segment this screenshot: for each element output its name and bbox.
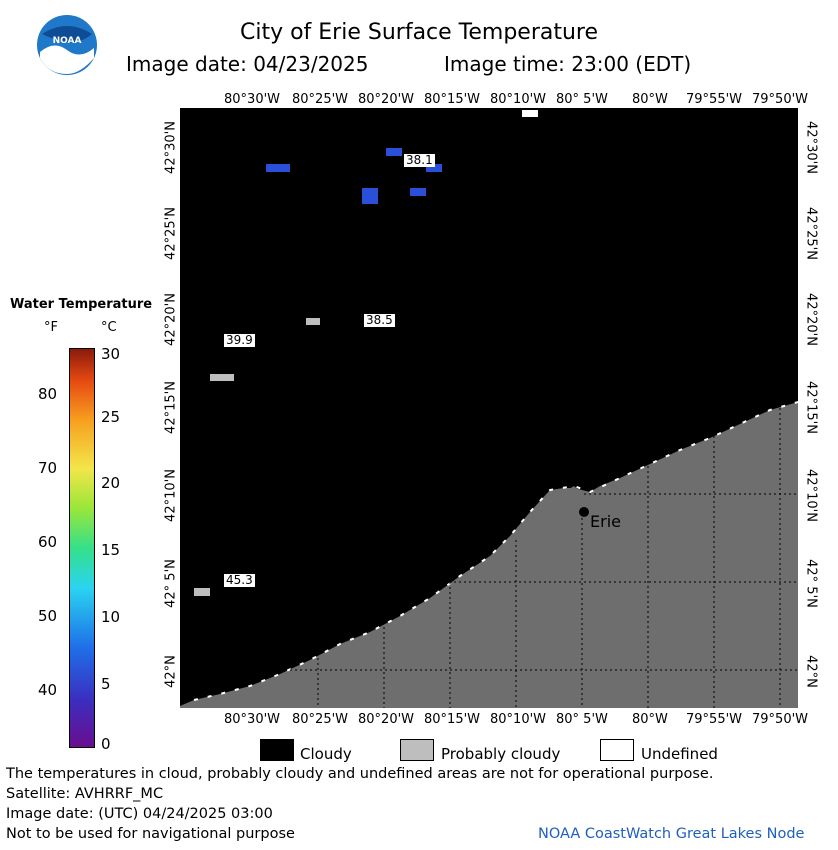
image-date: Image date: 04/23/2025	[126, 52, 369, 76]
lat-tick-right: 42°30'N	[803, 121, 819, 174]
lat-tick-left: 42°N	[163, 655, 179, 688]
lon-tick-bottom: 80°W	[632, 712, 668, 727]
lat-tick-left: 42° 5'N	[163, 559, 179, 608]
colorbar-unit-f: °F	[44, 320, 58, 335]
temp-label: 38.5	[364, 313, 395, 327]
temp-label: 45.3	[224, 573, 255, 587]
lon-tick-top: 79°55'W	[686, 92, 743, 107]
colorbar-f-tick: 50	[38, 607, 58, 625]
shoreline-undefined-edge	[193, 401, 798, 701]
lon-tick-bottom: 80°30'W	[224, 712, 281, 727]
key-probably-cloudy-swatch	[400, 739, 434, 761]
navigation-warning: Not to be used for navigational purpose	[6, 826, 295, 842]
water-pixel	[386, 148, 402, 156]
lat-tick-right: 42°20'N	[803, 293, 819, 346]
colorbar-f-tick: 70	[38, 459, 58, 477]
lon-tick-top: 80°15'W	[424, 92, 481, 107]
lon-tick-bottom: 79°55'W	[686, 712, 743, 727]
lon-tick-top: 80°25'W	[292, 92, 349, 107]
probably-cloudy-pixel	[210, 374, 234, 381]
lon-tick-top: 79°50'W	[752, 92, 809, 107]
water-pixel	[266, 164, 290, 172]
lon-tick-bottom: 80°25'W	[292, 712, 349, 727]
lon-tick-top: 80°W	[632, 92, 668, 107]
water-pixel	[410, 188, 426, 196]
lon-tick-top: 80°10'W	[490, 92, 547, 107]
key-cloudy-label: Cloudy	[300, 745, 352, 763]
probably-cloudy-pixel	[194, 588, 210, 596]
key-cloudy-swatch	[260, 739, 294, 761]
lat-tick-right: 42°N	[803, 655, 819, 688]
colorbar	[69, 348, 95, 748]
temp-label: 38.1	[404, 153, 435, 167]
colorbar-c-tick: 15	[101, 541, 121, 559]
colorbar-unit-c: °C	[101, 320, 117, 335]
presque-isle	[530, 486, 590, 528]
lon-tick-top: 80°30'W	[224, 92, 281, 107]
lon-tick-bottom: 80°20'W	[358, 712, 415, 727]
lat-tick-left: 42°25'N	[163, 207, 179, 260]
map-canvas: Erie 38.1 38.5 39.9 45.3	[180, 108, 798, 708]
credit-link[interactable]: NOAA CoastWatch Great Lakes Node	[538, 826, 805, 842]
water-pixel	[362, 188, 378, 204]
temp-label: 39.9	[224, 333, 255, 347]
noaa-logo-text: NOAA	[52, 36, 82, 46]
probably-cloudy-pixel	[306, 318, 320, 325]
colorbar-f-tick: 60	[38, 533, 58, 551]
lat-tick-left: 42°15'N	[163, 381, 179, 434]
utc-date-text: Image date: (UTC) 04/24/2025 03:00	[6, 806, 273, 822]
lat-tick-right: 42°25'N	[803, 207, 819, 260]
colorbar-c-tick: 30	[101, 345, 121, 363]
colorbar-f-tick: 80	[38, 385, 58, 403]
colorbar-c-tick: 25	[101, 408, 121, 426]
lat-tick-right: 42°15'N	[803, 381, 819, 434]
colorbar-c-tick: 20	[101, 474, 121, 492]
land-area	[180, 402, 798, 708]
colorbar-f-tick: 40	[38, 681, 58, 699]
image-time: Image time: 23:00 (EDT)	[444, 52, 692, 76]
lat-tick-left: 42°30'N	[163, 121, 179, 174]
lon-tick-top: 80° 5'W	[556, 92, 608, 107]
lat-tick-right: 42° 5'N	[803, 559, 819, 608]
lon-tick-bottom: 79°50'W	[752, 712, 809, 727]
lat-tick-right: 42°10'N	[803, 469, 819, 522]
erie-marker	[579, 507, 589, 517]
noaa-logo: NOAA	[36, 14, 98, 76]
lon-tick-top: 80°20'W	[358, 92, 415, 107]
lon-tick-bottom: 80°15'W	[424, 712, 481, 727]
key-undefined-swatch	[600, 739, 634, 761]
disclaimer-text: The temperatures in cloud, probably clou…	[6, 766, 714, 782]
water-pixel	[426, 164, 442, 172]
lat-tick-left: 42°20'N	[163, 293, 179, 346]
lon-tick-bottom: 80° 5'W	[556, 712, 608, 727]
undefined-patch	[522, 110, 538, 117]
key-undefined-label: Undefined	[641, 745, 718, 763]
city-label-erie: Erie	[590, 512, 621, 531]
key-probably-cloudy-label: Probably cloudy	[441, 745, 561, 763]
satellite-text: Satellite: AVHRRF_MC	[6, 786, 164, 802]
land-gridlines	[250, 408, 798, 708]
colorbar-c-tick: 5	[101, 675, 111, 693]
colorbar-c-tick: 10	[101, 608, 121, 626]
lon-tick-bottom: 80°10'W	[490, 712, 547, 727]
map-svg	[180, 110, 798, 708]
colorbar-title: Water Temperature	[10, 297, 153, 312]
page-title: City of Erie Surface Temperature	[239, 20, 599, 45]
colorbar-c-tick: 0	[101, 735, 111, 753]
noaa-logo-icon	[37, 15, 97, 75]
lat-tick-left: 42°10'N	[163, 469, 179, 522]
